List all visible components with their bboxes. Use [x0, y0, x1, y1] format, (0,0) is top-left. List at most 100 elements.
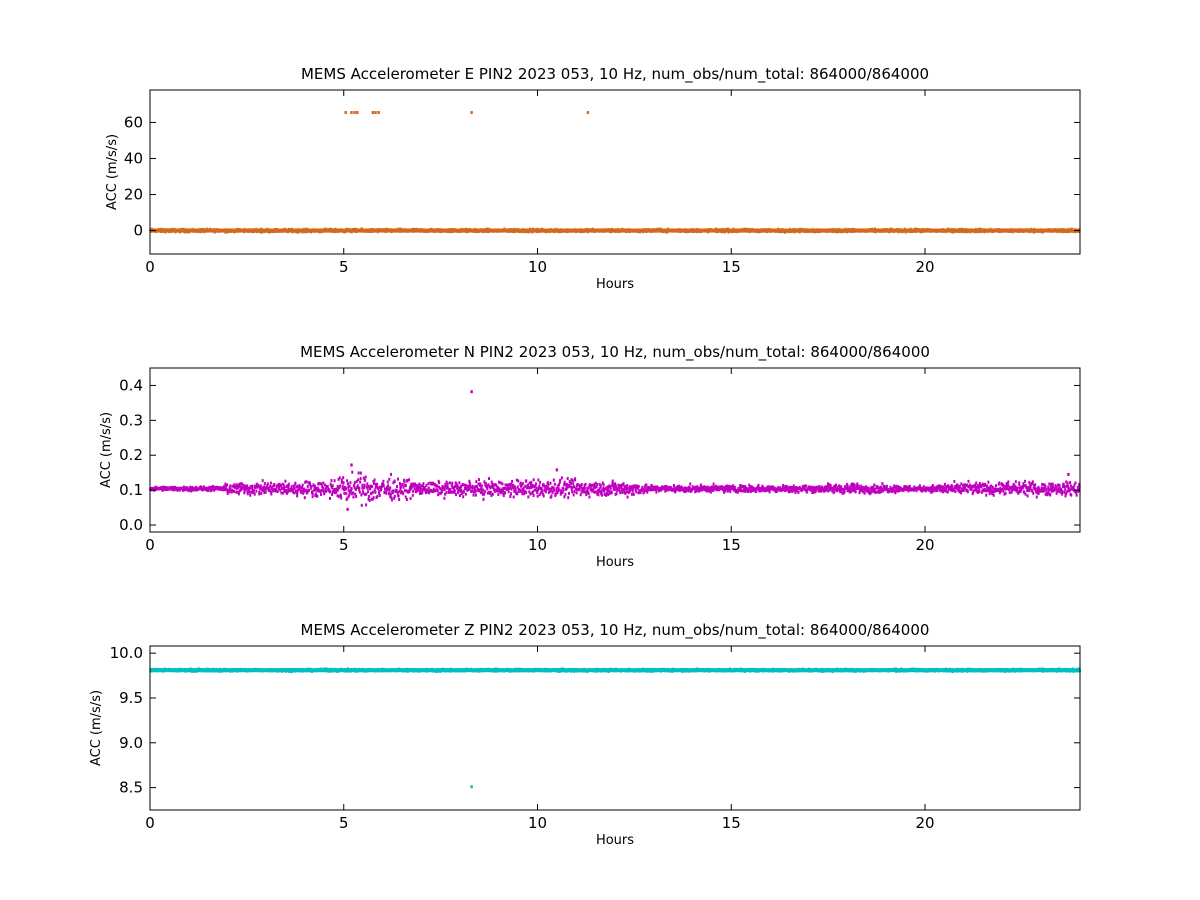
data-point-n: [280, 484, 283, 488]
data-point-n: [549, 489, 552, 493]
data-point-n: [827, 489, 830, 493]
data-point-n: [1050, 489, 1053, 493]
data-point-n: [967, 479, 970, 483]
data-point-n: [359, 477, 362, 481]
data-point-n: [317, 482, 320, 486]
data-point-n: [324, 483, 327, 487]
data-point-n: [846, 484, 849, 488]
data-point-n: [943, 482, 946, 486]
data-point-n: [788, 490, 791, 494]
data-point-n: [312, 484, 315, 488]
data-point-n: [992, 487, 995, 491]
data-point-n: [536, 490, 539, 494]
data-point-n: [256, 485, 259, 489]
data-point-n: [700, 485, 703, 489]
data-point-n: [579, 493, 582, 497]
data-point-n: [998, 488, 1001, 492]
data-point-n: [1016, 486, 1019, 490]
data-point-n: [358, 488, 361, 492]
data-point-n: [444, 485, 447, 489]
data-point-n: [310, 485, 313, 489]
data-point-n: [859, 487, 862, 491]
data-point-n: [633, 485, 636, 489]
data-point-n: [320, 482, 323, 486]
data-point-n: [625, 490, 628, 494]
data-point-n: [622, 482, 625, 486]
data-point-n: [946, 490, 949, 494]
data-point-n: [1007, 488, 1010, 492]
data-point-n: [377, 486, 380, 490]
data-point-n: [314, 494, 317, 498]
data-point-n: [337, 488, 340, 492]
data-point-n: [226, 488, 229, 492]
data-point-n: [517, 488, 520, 492]
data-point-n: [881, 482, 884, 486]
data-point-n: [727, 487, 730, 491]
data-point-n: [835, 483, 838, 487]
data-point-n: [572, 482, 575, 486]
data-point-n: [491, 492, 494, 496]
plot-points-e: [149, 111, 1081, 234]
data-point-n: [882, 488, 885, 492]
data-point-n: [522, 486, 525, 490]
data-point-n: [624, 491, 627, 495]
data-point-n: [416, 489, 419, 493]
data-point-n: [472, 486, 475, 490]
data-point-n: [658, 489, 661, 493]
data-point-n: [347, 494, 350, 498]
data-point-n: [818, 485, 821, 489]
data-point-n: [660, 488, 663, 492]
data-point-n: [937, 486, 940, 490]
data-point-n: [244, 488, 247, 492]
data-point-n: [522, 489, 525, 493]
data-point-n: [792, 488, 795, 492]
data-point-n: [631, 485, 634, 489]
data-point-n: [468, 487, 471, 491]
data-point-n: [560, 491, 563, 495]
data-point-n: [768, 490, 771, 494]
data-point-n: [975, 481, 978, 485]
data-point-n: [1045, 491, 1048, 495]
data-point-n: [453, 487, 456, 491]
data-point-n: [491, 482, 494, 486]
data-point-n: [496, 485, 499, 489]
data-point-n: [868, 488, 871, 492]
data-point-n: [339, 494, 342, 498]
data-point-n: [238, 482, 241, 486]
data-point-n: [576, 483, 579, 487]
data-point-n: [855, 484, 858, 488]
data-point-n: [510, 487, 513, 491]
data-point-n: [761, 489, 764, 493]
data-point-n: [362, 476, 365, 480]
data-point-n: [363, 478, 366, 482]
data-point-n: [826, 482, 829, 486]
data-point-n: [612, 485, 615, 489]
data-point-n: [399, 487, 402, 491]
y-tick-label-e: 40: [124, 149, 143, 167]
data-point-n: [632, 492, 635, 496]
data-point-n: [1024, 492, 1027, 496]
data-point-n: [641, 485, 644, 489]
data-point-n: [241, 486, 244, 490]
data-point-n: [425, 491, 428, 495]
data-point-n: [617, 486, 620, 490]
data-point-n: [811, 490, 814, 494]
data-point-n: [950, 484, 953, 488]
data-point-n: [852, 485, 855, 489]
data-point-n: [823, 489, 826, 493]
data-point-n: [531, 490, 534, 494]
data-point-n: [377, 491, 380, 495]
data-point-n: [266, 482, 269, 486]
data-point-n: [361, 486, 364, 490]
data-point-n: [1024, 479, 1027, 483]
data-point-n: [414, 482, 417, 486]
data-point-n: [991, 485, 994, 489]
data-point-n: [997, 489, 1000, 493]
data-point-n: [270, 490, 273, 494]
data-point-n: [1014, 485, 1017, 489]
data-point-n: [241, 482, 244, 486]
data-point-n: [691, 488, 694, 492]
data-point-n: [861, 486, 864, 490]
data-point-n: [462, 495, 465, 499]
data-point-n: [367, 497, 370, 501]
